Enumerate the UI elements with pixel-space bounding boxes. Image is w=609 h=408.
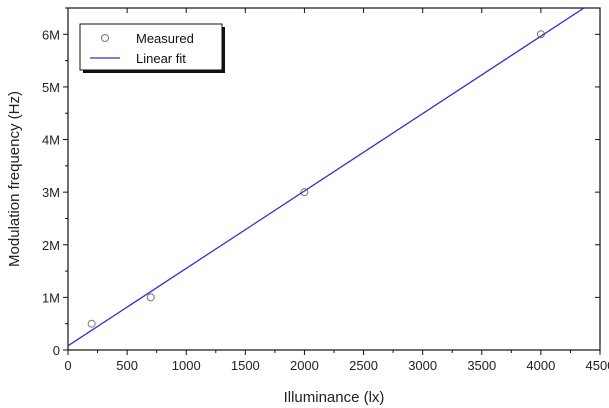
y-tick-label: 2M bbox=[42, 238, 60, 253]
x-axis-title: Illuminance (lx) bbox=[284, 389, 385, 406]
y-tick-label: 1M bbox=[42, 290, 60, 305]
legend-marker-swatch bbox=[102, 35, 109, 42]
x-tick-label: 4000 bbox=[526, 358, 555, 373]
y-tick-label: 4M bbox=[42, 133, 60, 148]
x-tick-label: 500 bbox=[116, 358, 138, 373]
y-axis-title: Modulation frequency (Hz) bbox=[6, 91, 23, 267]
legend: Measured Linear fit bbox=[80, 24, 225, 73]
x-tick-label: 1000 bbox=[172, 358, 201, 373]
data-point bbox=[147, 294, 154, 301]
y-tick-label: 5M bbox=[42, 80, 60, 95]
data-point bbox=[88, 320, 95, 327]
legend-label: Measured bbox=[136, 31, 194, 46]
x-tick-label: 0 bbox=[64, 358, 71, 373]
x-tick-label: 3500 bbox=[467, 358, 496, 373]
x-tick-label: 2000 bbox=[290, 358, 319, 373]
y-tick-label: 0 bbox=[53, 343, 60, 358]
x-tick-label: 3000 bbox=[408, 358, 437, 373]
x-tick-label: 1500 bbox=[231, 358, 260, 373]
x-tick-label: 2500 bbox=[349, 358, 378, 373]
y-tick-label: 6M bbox=[42, 27, 60, 42]
legend-label: Linear fit bbox=[136, 51, 186, 66]
y-tick-label: 3M bbox=[42, 185, 60, 200]
